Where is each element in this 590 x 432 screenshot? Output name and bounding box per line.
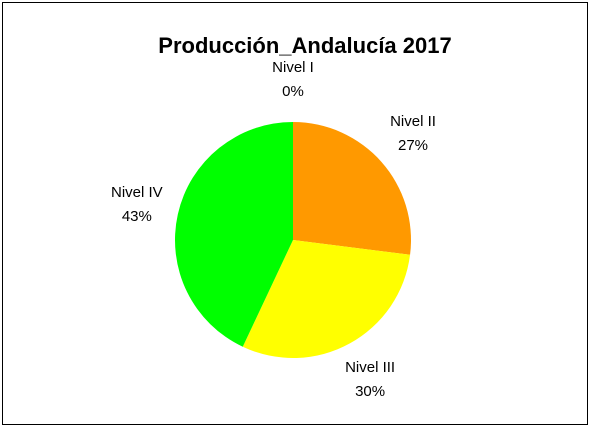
slice-value-label: 43% (122, 208, 152, 225)
slice-value-label: 30% (355, 383, 385, 400)
pie-slice (174, 122, 293, 347)
slice-label: Nivel IV (111, 184, 163, 201)
slice-value-label: 27% (398, 137, 428, 154)
chart-title: Producción_Andalucía 2017 (158, 33, 451, 58)
slice-label: Nivel II (390, 113, 436, 130)
slice-label: Nivel III (345, 359, 395, 376)
slice-value-label: 0% (282, 83, 304, 100)
slice-label: Nivel I (272, 59, 314, 76)
pie-slice (242, 240, 411, 359)
pie-slice (293, 122, 412, 255)
